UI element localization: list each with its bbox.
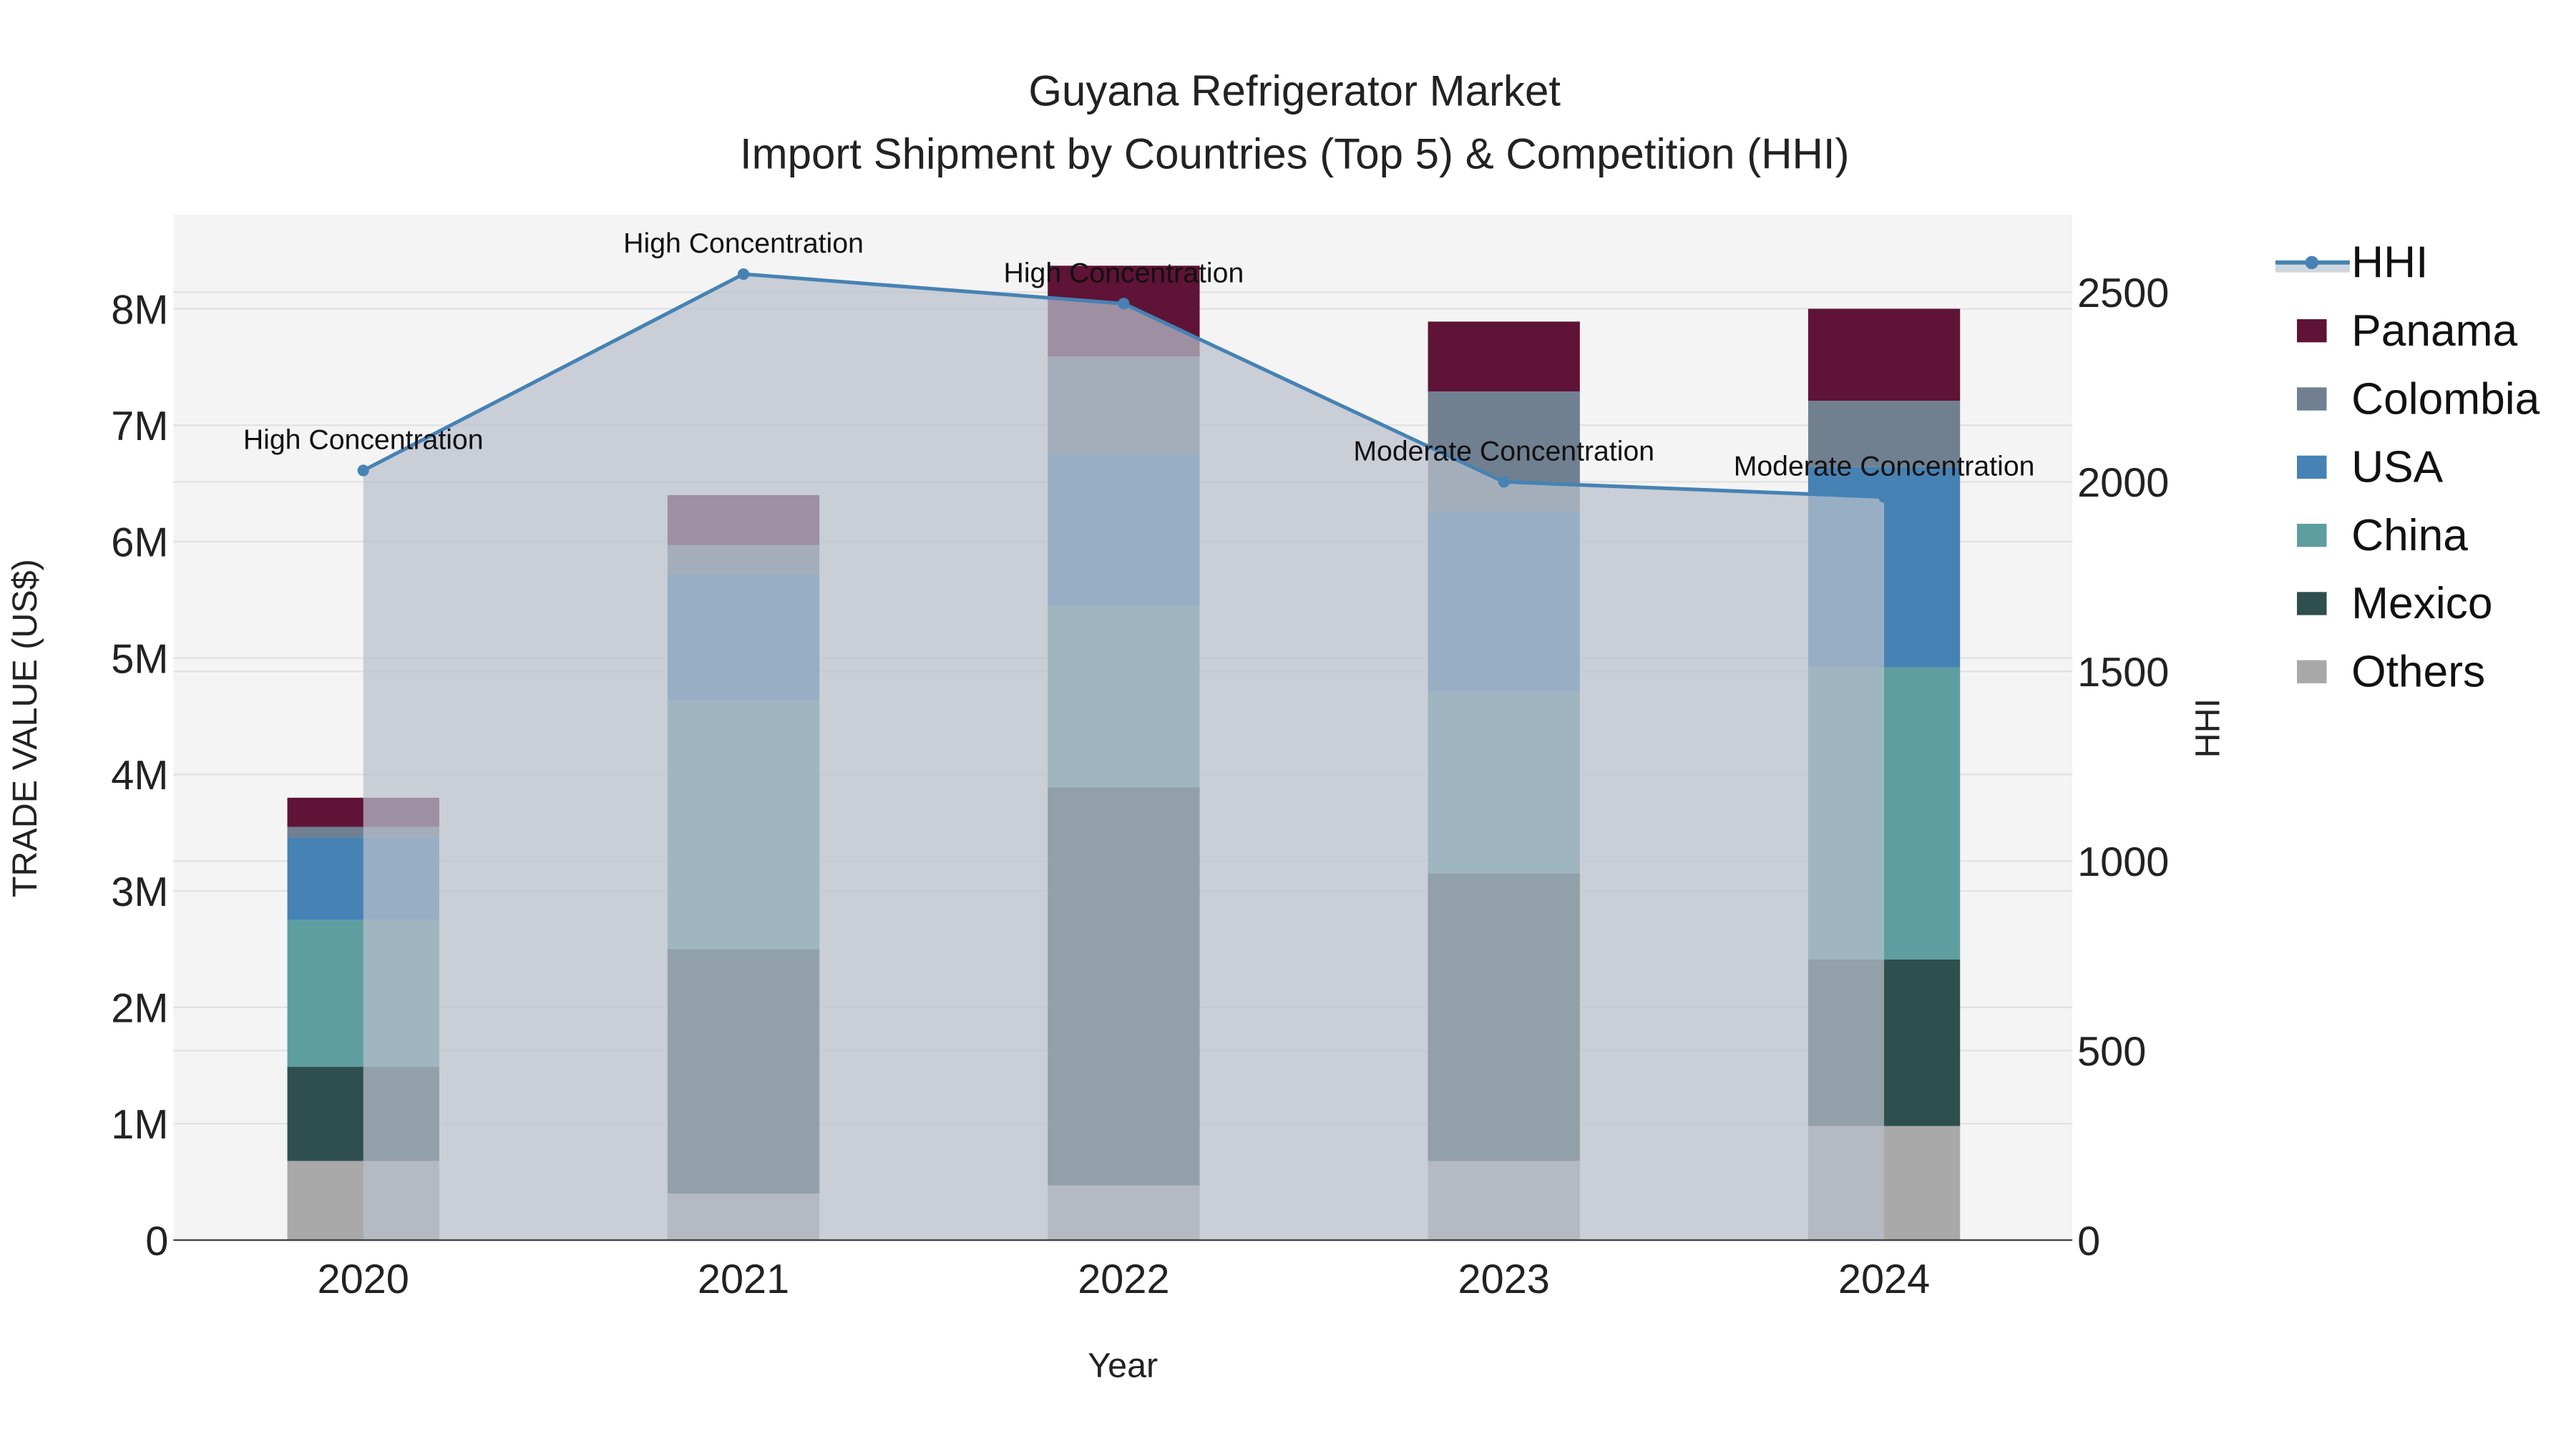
legend-label: Others	[2351, 648, 2485, 697]
legend-item-usa: USA	[2297, 443, 2444, 492]
y-tick-label: 4M	[111, 753, 168, 799]
legend-item-panama: Panama	[2297, 306, 2518, 356]
y2-tick-label: 0	[2077, 1219, 2100, 1264]
hhi-point-2020	[357, 464, 369, 477]
y2-axis-title: HHI	[2189, 698, 2228, 758]
bar-panama-2024	[1807, 308, 1961, 401]
legend-label: Mexico	[2351, 579, 2492, 628]
legend-item-colombia: Colombia	[2297, 374, 2540, 424]
legend-swatch-icon	[2297, 524, 2327, 547]
legend-label: Colombia	[2351, 374, 2540, 424]
y-tick-label: 6M	[111, 520, 168, 566]
legend-label: China	[2351, 511, 2468, 560]
hhi-point-2023	[1498, 476, 1510, 488]
legend-item-mexico: Mexico	[2297, 579, 2492, 628]
y-tick-label: 2M	[111, 985, 168, 1031]
x-axis-title: Year	[1088, 1347, 1158, 1385]
legend-label: Panama	[2351, 306, 2517, 356]
hhi-series: High Concentration High Concentration High…	[243, 228, 2035, 1241]
hhi-point-2022	[1118, 298, 1130, 310]
legend-swatch-icon	[2297, 387, 2327, 411]
legend-swatch-icon	[2297, 319, 2327, 343]
legend-swatch-icon	[2297, 660, 2327, 683]
y2-tick-label: 1000	[2077, 839, 2169, 885]
y-tick-label: 3M	[111, 869, 168, 915]
hhi-annotation: High Concentration	[243, 424, 484, 455]
hhi-annotation: High Concentration	[1004, 257, 1244, 288]
y-tick-label: 5M	[111, 636, 168, 682]
y2-tick-label: 1500	[2077, 650, 2169, 696]
y-tick-label: 8M	[111, 287, 168, 333]
x-tick-label: 2024	[1838, 1257, 1930, 1302]
y2-tick-label: 500	[2077, 1029, 2146, 1075]
legend-label: HHI	[2351, 238, 2428, 288]
y-axis-ticks: 0 1M 2M 3M 4M 5M 6M 7M 8M	[111, 287, 168, 1264]
hhi-point-2021	[737, 268, 750, 280]
x-axis-ticks: 2020 2021 2022 2023 2024	[318, 1257, 1931, 1302]
hhi-annotation: High Concentration	[623, 228, 864, 259]
hhi-annotation: Moderate Concentration	[1734, 451, 2035, 482]
y-axis-title: TRADE VALUE (US$)	[6, 559, 44, 897]
y-tick-label: 7M	[111, 404, 168, 449]
legend-item-china: China	[2297, 511, 2468, 560]
x-tick-label: 2022	[1078, 1257, 1169, 1302]
legend-label: USA	[2351, 443, 2444, 492]
y2-tick-label: 2500	[2077, 270, 2169, 316]
chart-subtitle: Import Shipment by Countries (Top 5) & C…	[740, 130, 1850, 177]
bar-panama-2023	[1428, 321, 1580, 392]
hhi-annotation: Moderate Concentration	[1353, 435, 1654, 467]
hhi-area	[363, 274, 1885, 1241]
y-tick-label: 1M	[111, 1102, 168, 1148]
x-tick-label: 2021	[698, 1257, 789, 1302]
x-tick-label: 2023	[1458, 1257, 1550, 1302]
legend-item-hhi: HHI	[2275, 238, 2428, 288]
legend-swatch-icon	[2297, 592, 2327, 615]
legend-swatch-icon	[2297, 455, 2327, 479]
legend-item-others: Others	[2297, 648, 2485, 697]
bar-colombia-2024	[1807, 401, 1961, 467]
y2-axis-ticks: 0 500 1000 1500 2000 2500	[2077, 270, 2169, 1264]
y-tick-label: 0	[145, 1219, 168, 1264]
hhi-point-2024	[1878, 491, 1890, 503]
hhi-legend-marker-icon	[2305, 255, 2318, 270]
y2-tick-label: 2000	[2077, 460, 2169, 506]
legend: HHI Panama Colombia USA China Mexico Others	[2275, 238, 2540, 697]
x-tick-label: 2020	[318, 1257, 409, 1302]
chart-title: Guyana Refrigerator Market	[1028, 67, 1561, 115]
